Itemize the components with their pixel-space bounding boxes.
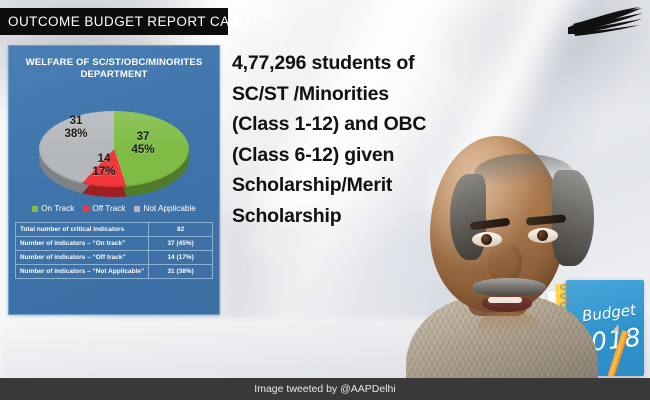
person-eye-left — [472, 232, 502, 247]
person-teeth — [488, 297, 522, 303]
legend-swatch-icon — [32, 205, 39, 212]
table-cell-label: Number of indicators – “Off track” — [14, 250, 150, 265]
table-cell-label: Number of indicators – “On track” — [14, 236, 150, 251]
indicators-table: Total number of critical indicators 82 N… — [14, 222, 213, 279]
person-chin — [478, 312, 540, 338]
person-head — [430, 136, 594, 338]
table-cell-label: Total number of critical indicators — [14, 222, 150, 237]
chart-title: WELFARE OF SC/ST/OBC/MINORITES DEPARTMEN… — [25, 57, 203, 80]
legend-swatch-icon — [134, 205, 141, 212]
legend-label: On Track — [41, 204, 75, 213]
table-cell-value: 31 (38%) — [148, 264, 213, 279]
table-cell-value: 82 — [148, 222, 213, 237]
person-hair-left — [450, 174, 486, 260]
legend-item-off-track: Off Track — [83, 204, 125, 213]
pie-slice-label-off-track: 14 17% — [92, 153, 116, 178]
headline-line-6: Scholarship — [232, 204, 342, 227]
headline-text-block: 4,77,296 students of SC/ST /Minorities (… — [232, 48, 472, 231]
pie-slice-label-not-applicable: 31 38% — [64, 115, 88, 140]
legend-item-on-track: On Track — [32, 204, 74, 213]
image-credit-text: Image tweeted by @AAPDelhi — [254, 383, 396, 395]
headline-line-3: (Class 1-12) and OBC — [232, 113, 427, 135]
legend-item-not-applicable: Not Applicable — [134, 204, 196, 213]
table-cell-label: Number of indicators – “Not Applicable” — [14, 264, 150, 279]
chart-panel: WELFARE OF SC/ST/OBC/MINORITES DEPARTMEN… — [8, 45, 220, 315]
person-nose — [488, 244, 522, 284]
person-mustache — [472, 278, 546, 296]
table-cell-value: 37 (45%) — [148, 236, 213, 251]
pie-chart: 37 45% 14 17% 31 38% — [26, 87, 202, 199]
headline-line-1: 4,77,296 students of — [232, 52, 415, 74]
brush-stroke-icon — [568, 7, 643, 36]
person-mouth — [482, 296, 532, 312]
person-eye-right — [528, 228, 558, 243]
headline-line-5: Scholarship/Merit — [232, 174, 393, 196]
image-credit-bar: Image tweeted by @AAPDelhi — [0, 378, 650, 400]
pie-slice-label-on-track: 37 45% — [131, 131, 155, 156]
person-pupil — [537, 230, 548, 241]
chart-legend: On Track Off Track Not Applicable — [9, 204, 219, 213]
pie-chart-surface — [39, 111, 189, 187]
person-photo — [404, 118, 600, 380]
table-row: Number of indicators – “Not Applicable” … — [14, 264, 213, 279]
headline-line-4: (Class 6-12) given — [232, 143, 395, 166]
table-cell-value: 14 (17%) — [148, 250, 213, 265]
legend-swatch-icon — [83, 205, 90, 212]
person-pupil — [481, 234, 492, 245]
legend-label: Not Applicable — [143, 204, 196, 213]
report-card-title-ribbon: OUTCOME BUDGET REPORT CARD — [0, 8, 250, 35]
report-card-title: OUTCOME BUDGET REPORT CARD — [8, 14, 250, 29]
table-row: Number of indicators – “On track” 37 (45… — [14, 236, 213, 251]
table-row: Number of indicators – “Off track” 14 (1… — [14, 250, 213, 265]
legend-label: Off Track — [92, 204, 126, 213]
table-row: Total number of critical indicators 82 — [14, 222, 213, 237]
headline-line-2: SC/ST /Minorities — [232, 82, 389, 105]
